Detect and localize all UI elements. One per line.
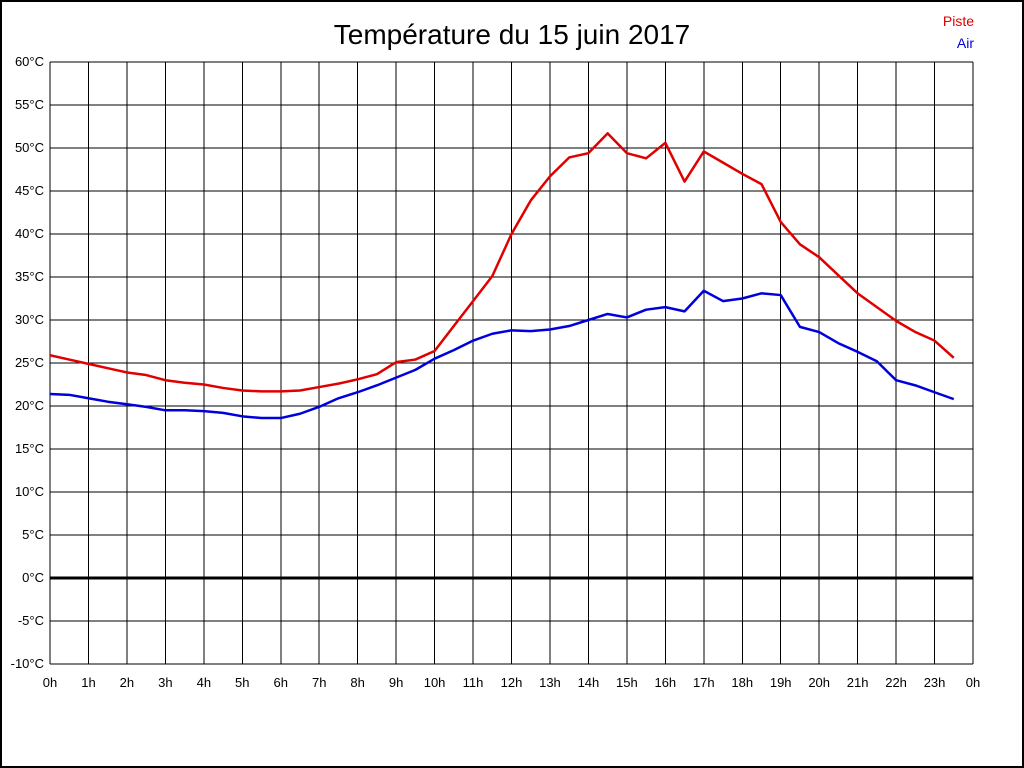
x-tick-label: 1h xyxy=(81,675,95,690)
y-tick-label: 25°C xyxy=(15,355,44,370)
y-tick-label: 30°C xyxy=(15,312,44,327)
x-tick-label: 8h xyxy=(350,675,364,690)
x-tick-label: 2h xyxy=(120,675,134,690)
series-layer xyxy=(49,132,955,420)
y-tick-label: -10°C xyxy=(11,656,44,671)
x-tick-label: 23h xyxy=(924,675,946,690)
y-tick-label: 50°C xyxy=(15,140,44,155)
x-tick-label: 3h xyxy=(158,675,172,690)
x-tick-label: 10h xyxy=(424,675,446,690)
legend-label-piste: Piste xyxy=(943,13,974,29)
x-tick-label: 7h xyxy=(312,675,326,690)
series-line-piste xyxy=(49,132,955,393)
x-tick-label: 9h xyxy=(389,675,403,690)
x-tick-label: 0h xyxy=(43,675,57,690)
x-tick-label: 13h xyxy=(539,675,561,690)
y-tick-label: 5°C xyxy=(22,527,44,542)
y-tick-label: 55°C xyxy=(15,97,44,112)
x-tick-label: 15h xyxy=(616,675,638,690)
x-tick-label: 0h xyxy=(966,675,980,690)
y-tick-label: 0°C xyxy=(22,570,44,585)
y-tick-label: 60°C xyxy=(15,54,44,69)
x-tick-label: 20h xyxy=(808,675,830,690)
x-tick-label: 21h xyxy=(847,675,869,690)
y-tick-label: 20°C xyxy=(15,398,44,413)
y-tick-label: 10°C xyxy=(15,484,44,499)
series-line-air xyxy=(49,289,955,420)
legend-label-air: Air xyxy=(957,35,974,51)
x-tick-label: 16h xyxy=(654,675,676,690)
x-tick-label: 18h xyxy=(731,675,753,690)
x-tick-label: 19h xyxy=(770,675,792,690)
axis-label-layer: 0h 1h 2h 3h 4h 5h 6h 7h 8h 9h 10h 11h 12h 13h 14h 15h 16… xyxy=(11,54,981,690)
y-tick-label: 40°C xyxy=(15,226,44,241)
x-tick-label: 5h xyxy=(235,675,249,690)
x-tick-label: 14h xyxy=(578,675,600,690)
x-tick-label: 11h xyxy=(463,675,484,690)
x-tick-label: 12h xyxy=(501,675,523,690)
x-tick-label: 17h xyxy=(693,675,715,690)
y-tick-label: 45°C xyxy=(15,183,44,198)
x-tick-label: 22h xyxy=(885,675,907,690)
y-tick-label: 15°C xyxy=(15,441,44,456)
grid-layer xyxy=(49,61,974,665)
y-tick-label: 35°C xyxy=(15,269,44,284)
x-tick-label: 4h xyxy=(197,675,211,690)
x-tick-label: 6h xyxy=(274,675,288,690)
chart-title: Température du 15 juin 2017 xyxy=(334,19,690,50)
y-tick-label: -5°C xyxy=(18,613,44,628)
